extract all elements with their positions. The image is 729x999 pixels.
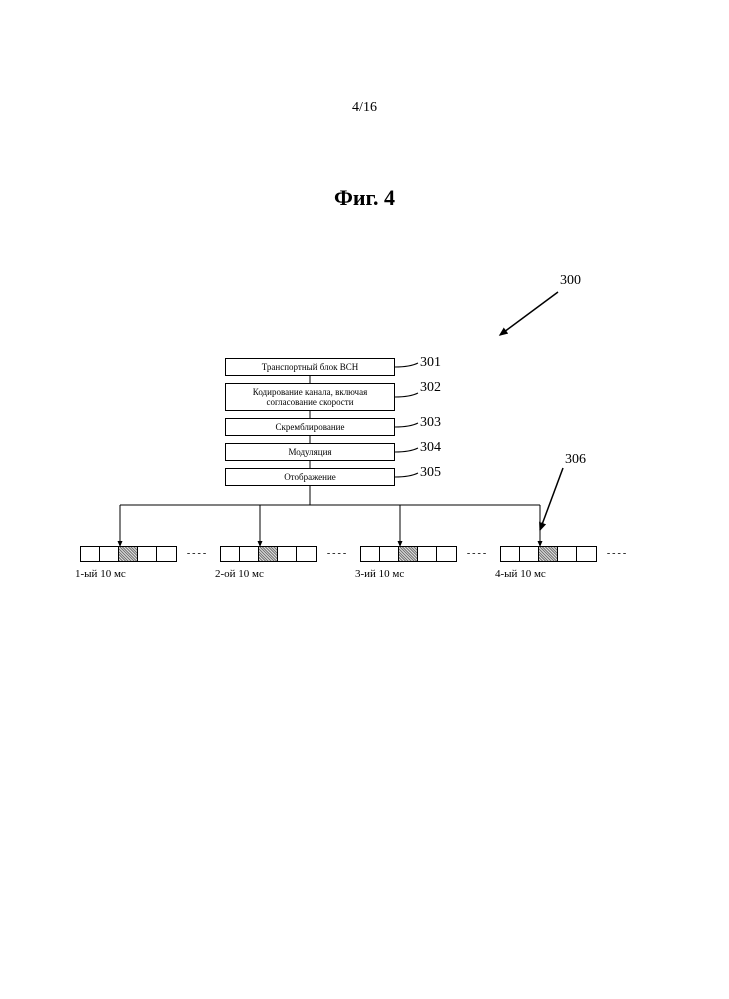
time-label-0: 1-ый 10 мс [75,568,126,580]
empty-slot [100,547,119,561]
shaded-slot [399,547,418,561]
page-number: 4/16 [352,100,377,116]
flow-box-b5: Отображение [225,468,395,486]
ellipsis: ---- [460,546,495,560]
flow-box-b1: Транспортный блок BCH [225,358,395,376]
empty-slot [361,547,380,561]
ref-label-304: 304 [420,440,441,456]
ref-label-305: 305 [420,465,441,481]
timeline-frame-1 [220,546,317,562]
empty-slot [278,547,297,561]
empty-slot [221,547,240,561]
timeline-frame-2 [360,546,457,562]
time-label-2: 3-ий 10 мс [355,568,404,580]
time-label-3: 4-ый 10 мс [495,568,546,580]
flow-box-b2: Кодирование канала, включая согласование… [225,383,395,411]
timeline-frame-0 [80,546,177,562]
empty-slot [577,547,596,561]
flow-box-b4: Модуляция [225,443,395,461]
flow-box-b3: Скремблирование [225,418,395,436]
empty-slot [157,547,176,561]
shaded-slot [119,547,138,561]
ellipsis: ---- [320,546,355,560]
shaded-slot [539,547,558,561]
empty-slot [81,547,100,561]
ref-label-302: 302 [420,380,441,396]
ellipsis: ---- [180,546,215,560]
time-label-1: 2-ой 10 мс [215,568,264,580]
ref-label-303: 303 [420,415,441,431]
empty-slot [240,547,259,561]
empty-slot [558,547,577,561]
empty-slot [418,547,437,561]
empty-slot [138,547,157,561]
empty-slot [437,547,456,561]
empty-slot [380,547,399,561]
empty-slot [501,547,520,561]
timeline-frame-3 [500,546,597,562]
ellipsis: ---- [600,546,635,560]
ref-label-301: 301 [420,355,441,371]
timeline-ref-label: 306 [565,452,586,468]
shaded-slot [259,547,278,561]
empty-slot [520,547,539,561]
diagram-ref-label: 300 [560,273,581,289]
empty-slot [297,547,316,561]
figure-title: Фиг. 4 [334,185,395,211]
